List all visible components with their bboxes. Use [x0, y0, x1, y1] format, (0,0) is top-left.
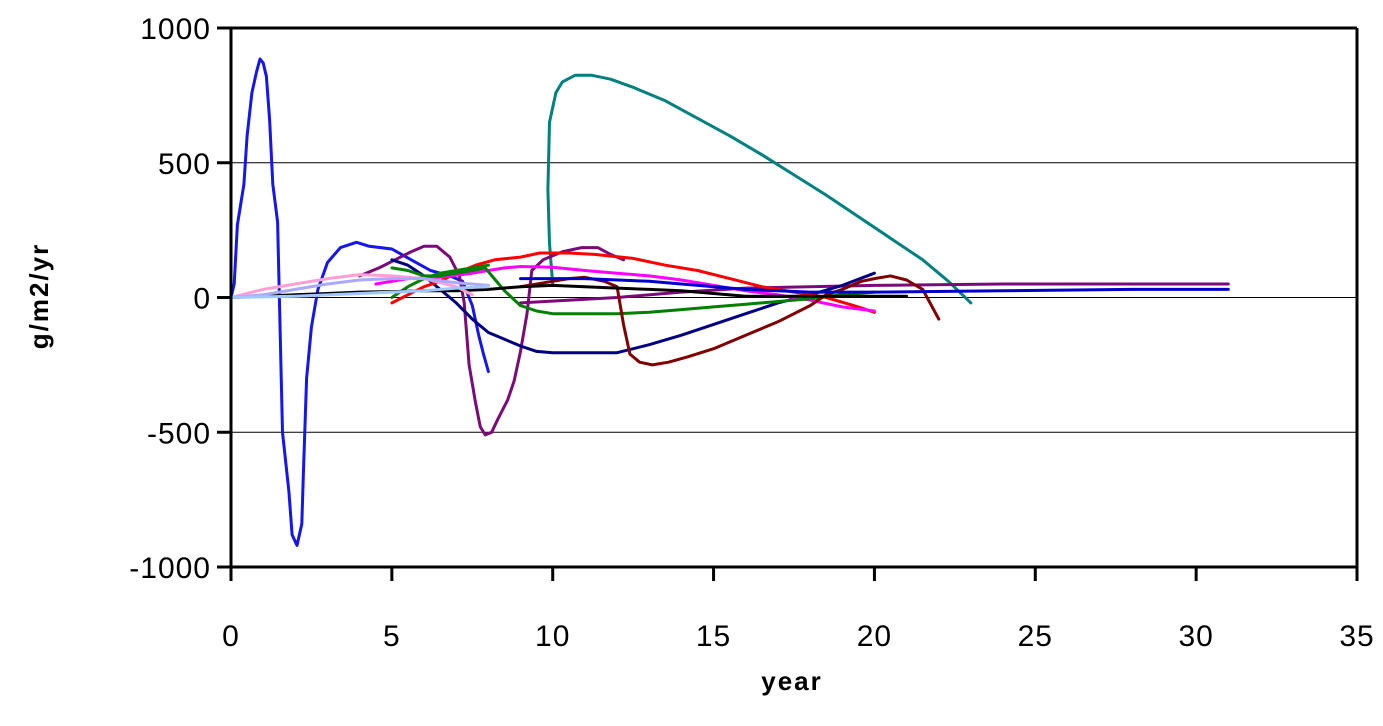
x-tick-label: 25 — [1018, 620, 1053, 653]
x-tick-label: 5 — [383, 620, 401, 653]
y-tick-label: 1000 — [140, 13, 211, 46]
series-line-9 — [390, 263, 490, 299]
x-tick-label: 20 — [857, 620, 892, 653]
tick-labels: 1000 500 0 -500 -1000 0 5 10 15 20 25 30 35 — [129, 13, 1374, 653]
x-tick-label: 10 — [535, 620, 570, 653]
series-line-13 — [229, 277, 490, 299]
y-tick-label: -500 — [147, 417, 211, 450]
gridlines — [231, 27, 1357, 433]
y-axis-title: g/m2/yr — [24, 243, 54, 350]
x-axis-title: year — [761, 666, 823, 696]
y-tick-label: -1000 — [129, 552, 211, 585]
series-group — [229, 57, 1230, 547]
x-tick-label: 0 — [222, 620, 240, 653]
series-line-12 — [229, 273, 474, 299]
y-tick-label: 0 — [193, 283, 211, 316]
series-line-14 — [229, 285, 490, 299]
y-tick-label: 500 — [158, 148, 211, 181]
x-tick-label: 35 — [1339, 620, 1374, 653]
series-line-1 — [229, 57, 490, 547]
series-line-15 — [519, 277, 1230, 294]
x-tick-label: 30 — [1178, 620, 1213, 653]
x-tick-label: 15 — [696, 620, 731, 653]
series-line-4 — [519, 282, 1230, 305]
axes — [217, 26, 1359, 581]
series-line-8 — [390, 266, 876, 316]
series-line-2 — [546, 73, 973, 305]
